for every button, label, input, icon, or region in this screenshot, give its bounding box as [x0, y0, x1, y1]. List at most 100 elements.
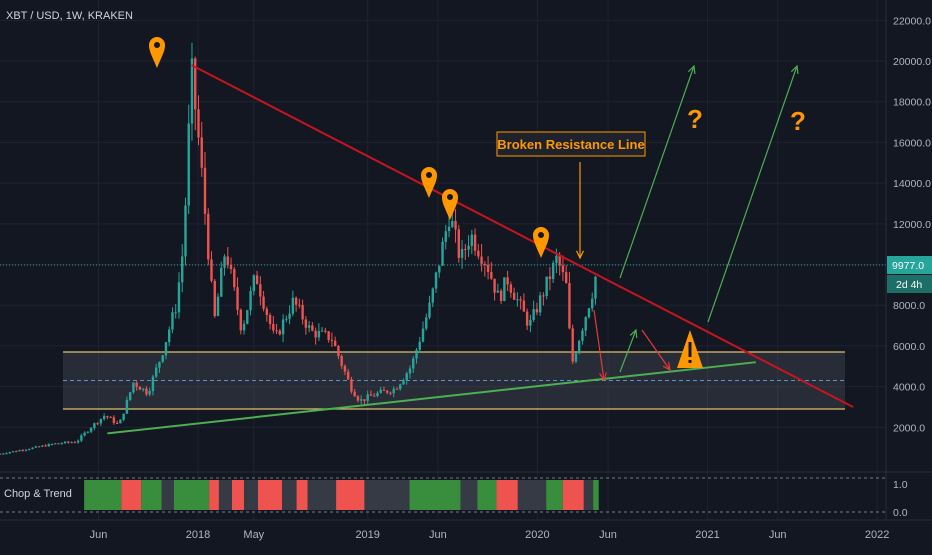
candle-body — [519, 299, 522, 301]
candle-body — [558, 255, 561, 266]
candle-body — [122, 413, 125, 420]
candle-body — [154, 367, 158, 377]
candle-body — [187, 123, 190, 206]
candle-body — [158, 361, 161, 368]
countdown-tag — [887, 274, 932, 293]
candle-body — [434, 272, 438, 289]
candle-body — [535, 309, 539, 313]
candle-body — [356, 396, 360, 401]
red-arrow-drop-head — [599, 372, 607, 382]
candle-body — [34, 446, 37, 448]
candle-body — [50, 444, 54, 446]
candle-body — [275, 330, 278, 332]
location-pin-icon — [533, 227, 549, 258]
candle-body — [529, 319, 532, 326]
green-arrow-upper-right-head — [790, 64, 799, 75]
candle-body — [418, 341, 421, 350]
candle-body — [242, 323, 246, 331]
red-arrow-drop — [593, 309, 605, 381]
indicator-bar — [364, 480, 410, 510]
candle-body — [112, 417, 116, 423]
candle-body — [464, 248, 467, 250]
candle-body — [210, 259, 213, 281]
candle-body — [346, 371, 350, 380]
candle-body — [587, 308, 591, 318]
y-tick-label: 2000.0 — [893, 422, 925, 434]
indicator-bar — [218, 480, 232, 510]
candle-body — [11, 451, 15, 453]
x-tick-label: Jun — [429, 529, 447, 541]
green-arrow-upper-right — [707, 65, 798, 323]
indicator-bar — [409, 480, 461, 510]
candle-body — [337, 346, 340, 357]
candle-body — [499, 290, 503, 302]
y-tick-label: 14000.0 — [893, 178, 931, 190]
candle-body — [76, 440, 80, 443]
indicator-bar — [517, 480, 547, 510]
candle-body — [480, 256, 483, 264]
candle-body — [5, 453, 8, 455]
location-pin-icon — [442, 189, 458, 220]
candle-body — [63, 441, 67, 444]
candle-body — [203, 167, 207, 214]
indicator-bar — [244, 480, 258, 510]
candle-body — [200, 137, 203, 168]
chart-title: XBT / USD, 1W, KRAKEN — [6, 10, 133, 22]
candle-body — [457, 229, 461, 258]
candle-body — [106, 416, 109, 418]
candle-body — [483, 263, 487, 265]
candle-body — [412, 358, 415, 369]
candle-body — [28, 449, 31, 451]
candle-body — [454, 220, 457, 230]
current-price-label: 9977.0 — [892, 260, 924, 272]
candle-body — [581, 330, 584, 341]
candle-body — [591, 298, 594, 309]
candle-body — [438, 265, 441, 273]
red-arrow-second-drop — [641, 329, 671, 371]
candle-body — [525, 311, 529, 326]
indicator-bar — [141, 480, 162, 510]
candle-body — [304, 319, 308, 328]
candle-body — [389, 392, 392, 394]
candle-body — [376, 392, 379, 397]
callout-box — [496, 131, 646, 157]
candle-body — [496, 290, 500, 293]
candle-body — [0, 453, 2, 455]
candle-body — [194, 58, 197, 110]
candle-body — [67, 441, 70, 443]
candle-body — [330, 339, 334, 341]
candle-body — [109, 416, 112, 418]
candle-body — [486, 264, 490, 272]
candle-body — [399, 384, 402, 390]
candle-body — [148, 391, 151, 395]
candle-body — [307, 325, 311, 328]
indicator-bar — [307, 480, 337, 510]
candle-body — [89, 427, 93, 432]
candle-body — [128, 392, 132, 400]
x-tick-label: 2020 — [525, 529, 549, 541]
candle-body — [259, 284, 262, 297]
candle-body — [578, 340, 581, 354]
candle-body — [151, 376, 155, 392]
y-tick-label: 6000.0 — [893, 341, 925, 353]
candle-body — [441, 241, 444, 266]
current-price-tag — [887, 255, 932, 274]
candle-body — [382, 389, 386, 391]
candle-body — [506, 277, 509, 285]
candle-body — [41, 445, 44, 447]
candle-body — [490, 271, 493, 279]
candle-body — [311, 325, 314, 331]
candle-body — [379, 389, 382, 393]
indicator-bar — [583, 480, 594, 510]
indicator-bar — [161, 480, 174, 510]
indicator-bar — [257, 480, 283, 510]
candle-body — [548, 276, 552, 280]
candle-body — [236, 287, 239, 310]
candle-body — [415, 349, 418, 359]
indicator-bar — [282, 480, 297, 510]
candle-body — [408, 368, 412, 374]
x-tick-label: 2018 — [186, 529, 210, 541]
indicator-bar — [296, 480, 308, 510]
candle-body — [119, 419, 122, 424]
